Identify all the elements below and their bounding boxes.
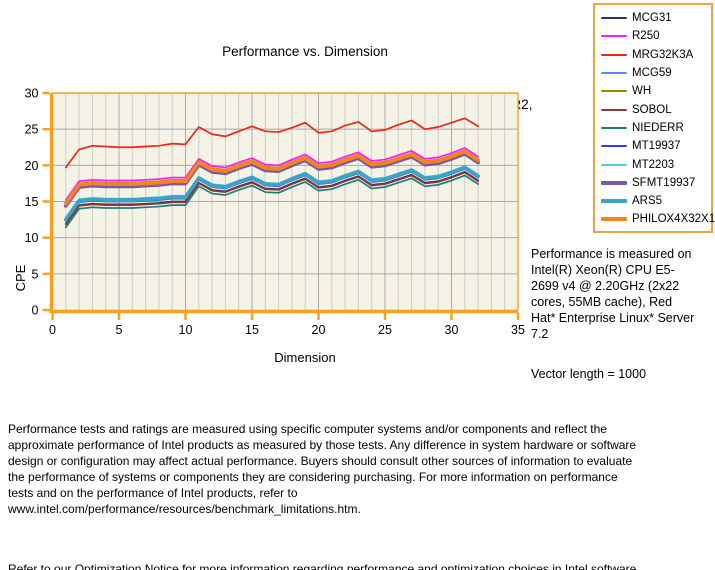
plot-area: 0 5 10 15 20 25 30 0 5 10 15 20 25 30 35: [0, 80, 530, 345]
chart-plot: 0 5 10 15 20 25 30 0 5 10 15 20 25 30 35: [25, 87, 525, 338]
legend-item-sfmt19937: SFMT19937: [601, 174, 711, 192]
side-note: Performance is measured on Intel(R) Xeon…: [531, 230, 715, 398]
disclaimer-optimization: Refer to our Optimization Notice for mor…: [8, 562, 637, 570]
y-tick-label: 15: [25, 195, 39, 209]
legend-label: MCG59: [632, 67, 672, 80]
legend-line-swatch: [601, 217, 627, 222]
chart-legend: MCG31 R250 MRG32K3A MCG59 WH SOBOL NIEDERR MT19…: [593, 3, 715, 233]
legend-line-swatch: [601, 108, 627, 111]
series-line-ars5: [63, 165, 481, 222]
disclaimer-performance: Performance tests and ratings are measur…: [8, 422, 637, 516]
y-tick-label: 5: [32, 267, 39, 281]
legend-item-sobol: SOBOL: [601, 100, 711, 118]
legend-item-r250: R250: [601, 27, 711, 45]
chart-title-line1: Performance vs. Dimension: [222, 44, 388, 59]
y-tick-label: 25: [25, 123, 39, 137]
y-tick-label: 0: [32, 304, 39, 318]
legend-line-swatch: [601, 145, 627, 148]
legend-line-swatch: [601, 199, 627, 204]
x-axis-title: Dimension: [274, 350, 336, 365]
legend-line-swatch: [601, 35, 627, 38]
legend-label: MT2203: [632, 158, 675, 171]
legend-label: MRG32K3A: [632, 48, 694, 61]
x-tick-label: 30: [445, 323, 459, 337]
disclaimer: Performance tests and ratings are measur…: [8, 389, 712, 570]
legend-item-philox4x32x10: PHILOX4X32X10: [601, 210, 715, 228]
legend-label: SFMT19937: [632, 176, 696, 189]
legend-item-niederr: NIEDERR: [601, 119, 711, 137]
x-tick-label: 15: [245, 323, 259, 337]
legend-label: PHILOX4X32X10: [632, 213, 715, 226]
legend-item-wh: WH: [601, 82, 711, 100]
series-line-sobol: [64, 171, 479, 226]
series-line-r250: [64, 147, 479, 201]
legend-line-swatch: [601, 17, 627, 20]
x-tick-label: 35: [511, 323, 525, 337]
legend-item-mt2203: MT2203: [601, 155, 711, 173]
legend-label: ARS5: [632, 195, 663, 208]
legend-line-swatch: [601, 72, 627, 75]
x-tick-label: 5: [116, 323, 123, 337]
legend-label: MCG31: [632, 12, 672, 25]
legend-label: SOBOL: [632, 103, 672, 116]
legend-label: R250: [632, 30, 660, 43]
series-line-sfmt19937: [63, 151, 481, 208]
legend-label: MT19937: [632, 140, 681, 153]
legend-line-swatch: [601, 90, 627, 93]
legend-line-swatch: [601, 163, 627, 166]
legend-item-mcg31: MCG31: [601, 9, 711, 27]
legend-item-ars5: ARS5: [601, 192, 711, 210]
legend-line-swatch: [601, 180, 627, 185]
y-tick-label: 30: [25, 87, 39, 101]
series-line-mrg32k3a: [64, 117, 479, 169]
y-tick-label: 10: [25, 231, 39, 245]
x-tick-label: 25: [378, 323, 392, 337]
vector-length-note: Vector length = 1000: [531, 367, 647, 381]
series-line-niederr: [64, 174, 479, 229]
legend-line-swatch: [601, 53, 627, 56]
y-tick-label: 20: [25, 159, 39, 173]
legend-label: NIEDERR: [632, 121, 684, 134]
legend-label: WH: [632, 85, 652, 98]
legend-item-mrg32k3a: MRG32K3A: [601, 46, 711, 64]
x-tick-label: 0: [49, 323, 56, 337]
legend-item-mcg59: MCG59: [601, 64, 711, 82]
x-tick-label: 20: [312, 323, 326, 337]
y-axis-title: CPE: [13, 264, 28, 292]
hardware-note: Performance is measured on Intel(R) Xeon…: [531, 247, 695, 341]
legend-item-mt19937: MT19937: [601, 137, 711, 155]
legend-line-swatch: [601, 126, 627, 129]
x-tick-label: 10: [179, 323, 193, 337]
series-line-philox4x32x10: [63, 149, 481, 206]
